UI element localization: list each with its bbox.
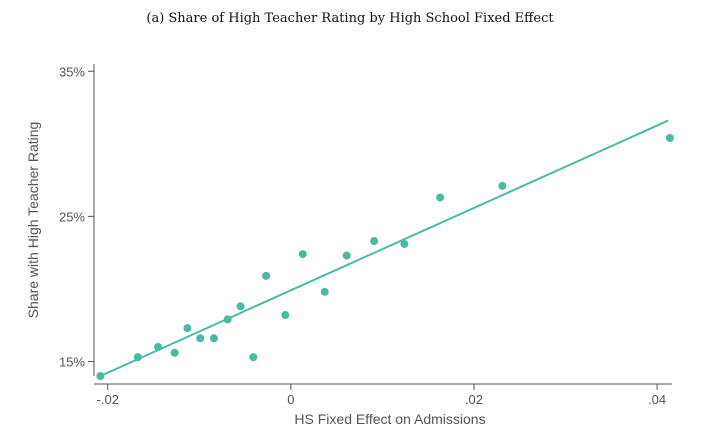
x-tick-label: .04 xyxy=(648,392,666,407)
data-point xyxy=(133,353,142,362)
data-point xyxy=(320,287,329,296)
data-point xyxy=(400,239,409,248)
fit-line-group xyxy=(99,119,669,377)
y-axis-label: Share with High Teacher Rating xyxy=(25,122,41,319)
x-tick-label: .02 xyxy=(465,392,483,407)
data-point xyxy=(249,353,258,362)
data-point xyxy=(154,342,163,351)
data-point xyxy=(436,193,445,202)
y-tick-label: 15% xyxy=(59,354,85,369)
data-point xyxy=(223,315,232,324)
data-point xyxy=(498,181,507,190)
chart-title: (a) Share of High Teacher Rating by High… xyxy=(146,11,554,26)
y-tick-label: 25% xyxy=(59,209,85,224)
data-point xyxy=(170,348,179,357)
x-tick-label: -.02 xyxy=(97,392,119,407)
y-ticks: 15% 25% 35% xyxy=(59,64,94,369)
data-point xyxy=(96,372,105,380)
y-tick-label: 35% xyxy=(59,64,85,79)
data-point xyxy=(298,250,307,259)
data-point xyxy=(262,271,271,280)
data-point xyxy=(342,251,351,260)
x-axis-label: HS Fixed Effect on Admissions xyxy=(294,411,485,427)
fit-line xyxy=(99,119,669,377)
x-ticks: -.02 0 .02 .04 xyxy=(97,384,666,407)
data-point xyxy=(196,334,205,343)
data-point xyxy=(370,237,379,246)
data-point xyxy=(665,134,674,143)
data-point xyxy=(236,302,245,311)
data-point xyxy=(281,311,290,320)
data-points xyxy=(96,134,674,380)
data-point xyxy=(209,334,218,343)
data-point xyxy=(183,324,192,333)
x-tick-label: 0 xyxy=(287,392,294,407)
